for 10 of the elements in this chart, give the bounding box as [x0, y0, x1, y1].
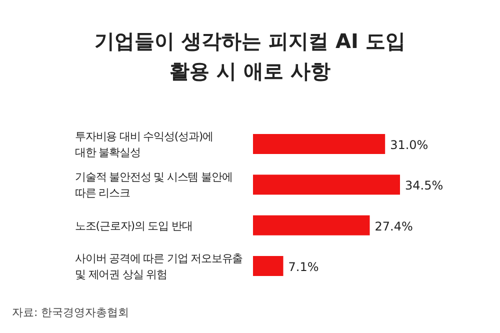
category: 투자비용 대비 수익성(성과)에 대한 불확실성 — [75, 130, 213, 159]
value-label: 7.1% — [288, 260, 319, 274]
category: 노조(근로자)의 도입 반대 — [75, 219, 192, 232]
annotation: 자료: 한국경영자총협회 — [12, 306, 130, 319]
value-label: 27.4% — [374, 219, 413, 234]
value-label: 31.0% — [390, 138, 428, 152]
category: 사이버 공격에 따른 기업 저오보유출 및 제어권 상실 위험 — [75, 252, 243, 281]
category: 기술적 불안전성 및 시스템 불안에 따른 리스크 — [75, 170, 232, 200]
value-label: 34.5% — [405, 178, 444, 193]
title: 기업들이 생각하는 피지컬 AI 도입 활용 시 애로 사항 — [94, 29, 406, 83]
